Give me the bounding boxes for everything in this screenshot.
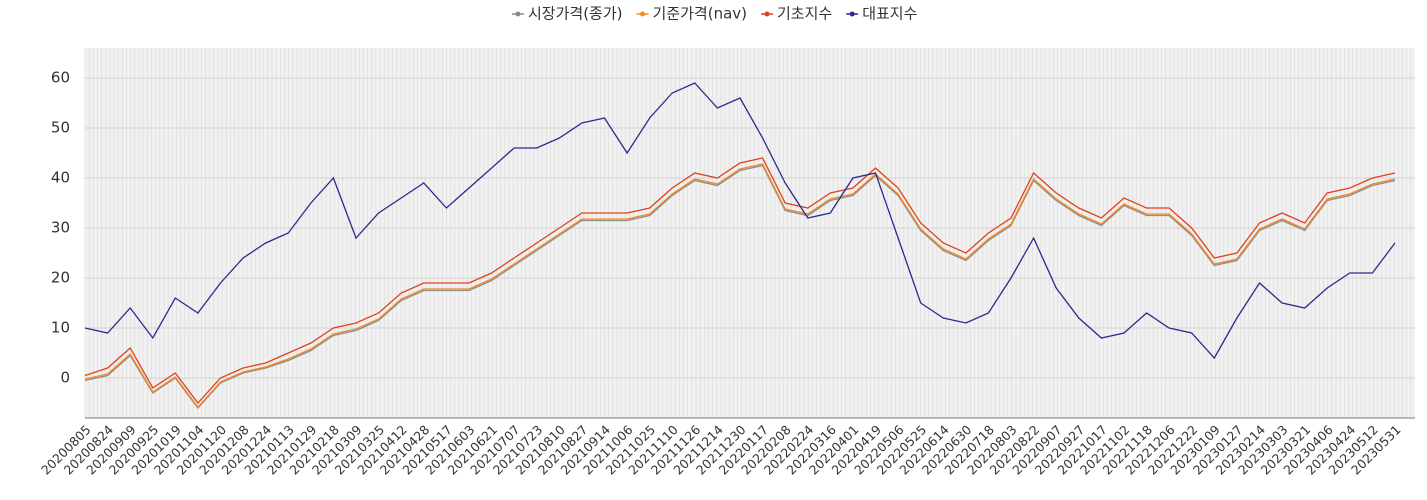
series-line [84, 163, 1396, 409]
y-tick-label: 20 [51, 269, 70, 287]
series-line [84, 157, 1396, 405]
y-tick-label: 60 [51, 69, 70, 87]
legend-label: 기초지수 [777, 5, 832, 23]
legend-label: 대표지수 [862, 5, 917, 23]
legend-dot [764, 11, 770, 17]
legend-label: 시장가격(종가) [528, 5, 623, 23]
y-tick-label: 30 [51, 219, 70, 237]
series-line [84, 82, 1396, 360]
legend: 시장가격(종가) 기준가격(nav) 기초지수 대표지수 [512, 5, 917, 23]
legend-dot [640, 11, 646, 17]
legend-label: 기준가격(nav) [653, 5, 747, 23]
y-tick-label: 10 [51, 319, 70, 337]
y-tick-label: 50 [51, 119, 70, 137]
series-line [84, 164, 1396, 410]
y-tick-label: 0 [60, 369, 70, 387]
y-tick-label: 40 [51, 169, 70, 187]
legend-dot [515, 11, 521, 17]
legend-dot [849, 11, 855, 17]
